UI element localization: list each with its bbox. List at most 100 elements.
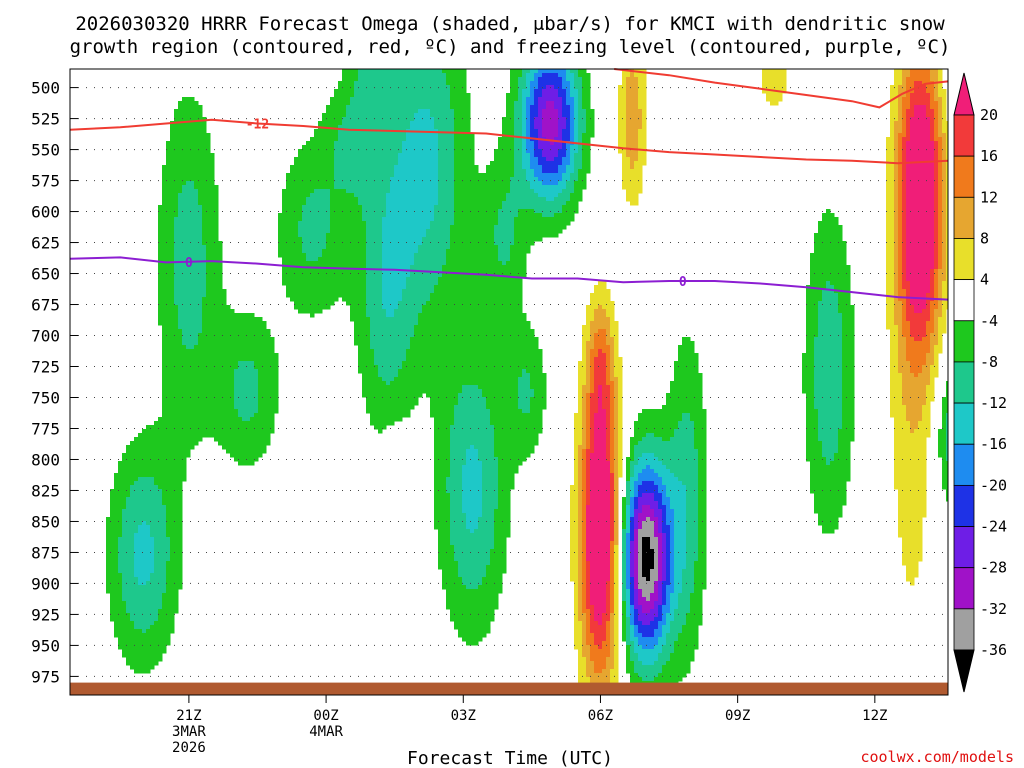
- omega-cell: [458, 161, 463, 166]
- omega-cell: [458, 85, 463, 90]
- omega-cell: [354, 109, 359, 114]
- omega-cell: [478, 269, 483, 274]
- omega-cell: [918, 113, 923, 118]
- omega-cell: [202, 265, 207, 270]
- omega-cell: [922, 77, 927, 82]
- omega-cell: [834, 253, 839, 258]
- omega-cell: [406, 73, 411, 78]
- chart-title-line-2: growth region (contoured, red, ºC) and f…: [70, 36, 951, 58]
- omega-cell: [342, 81, 347, 86]
- omega-cell: [894, 145, 899, 150]
- omega-cell: [526, 185, 531, 190]
- omega-cell: [814, 253, 819, 258]
- omega-cell: [306, 229, 311, 234]
- omega-cell: [578, 165, 583, 170]
- omega-cell: [198, 205, 203, 210]
- omega-cell: [194, 125, 199, 130]
- omega-cell: [630, 81, 635, 86]
- omega-cell: [506, 105, 511, 110]
- omega-cell: [418, 189, 423, 194]
- omega-cell: [382, 157, 387, 162]
- omega-cell: [206, 193, 211, 198]
- omega-cell: [486, 173, 491, 178]
- omega-cell: [942, 261, 947, 266]
- omega-cell: [446, 89, 451, 94]
- omega-cell: [434, 69, 439, 74]
- omega-cell: [578, 169, 583, 174]
- omega-cell: [634, 157, 639, 162]
- omega-cell: [366, 173, 371, 178]
- omega-cell: [502, 189, 507, 194]
- omega-cell: [810, 269, 815, 274]
- omega-cell: [358, 77, 363, 82]
- omega-cell: [630, 141, 635, 146]
- omega-cell: [914, 177, 919, 182]
- omega-cell: [358, 97, 363, 102]
- omega-cell: [486, 193, 491, 198]
- omega-cell: [186, 133, 191, 138]
- omega-cell: [354, 197, 359, 202]
- omega-cell: [922, 165, 927, 170]
- omega-cell: [374, 89, 379, 94]
- omega-cell: [370, 269, 375, 274]
- omega-cell: [566, 221, 571, 226]
- omega-cell: [506, 241, 511, 246]
- omega-cell: [398, 257, 403, 262]
- omega-cell: [558, 137, 563, 142]
- omega-cell: [630, 157, 635, 162]
- omega-cell: [526, 177, 531, 182]
- omega-cell: [566, 205, 571, 210]
- omega-cell: [358, 157, 363, 162]
- omega-cell: [914, 149, 919, 154]
- omega-cell: [558, 97, 563, 102]
- omega-cell: [170, 269, 175, 274]
- omega-cell: [514, 189, 519, 194]
- omega-cell: [542, 213, 547, 218]
- omega-cell: [466, 269, 471, 274]
- omega-cell: [314, 189, 319, 194]
- omega-cell: [434, 121, 439, 126]
- omega-cell: [894, 77, 899, 82]
- omega-cell: [286, 225, 291, 230]
- omega-cell: [634, 129, 639, 134]
- omega-cell: [402, 217, 407, 222]
- omega-cell: [294, 181, 299, 186]
- omega-cell: [402, 117, 407, 122]
- omega-cell: [342, 241, 347, 246]
- omega-cell: [190, 157, 195, 162]
- omega-cell: [314, 213, 319, 218]
- omega-cell: [570, 85, 575, 90]
- omega-cell: [554, 109, 559, 114]
- omega-cell: [510, 73, 515, 78]
- omega-cell: [334, 129, 339, 134]
- omega-cell: [526, 153, 531, 158]
- omega-cell: [838, 265, 843, 270]
- omega-cell: [946, 241, 949, 246]
- omega-cell: [926, 241, 931, 246]
- omega-cell: [562, 177, 567, 182]
- omega-cell: [282, 245, 287, 250]
- omega-cell: [766, 89, 771, 94]
- omega-cell: [918, 253, 923, 258]
- omega-cell: [918, 81, 923, 86]
- omega-cell: [898, 201, 903, 206]
- omega-cell: [446, 97, 451, 102]
- omega-cell: [358, 105, 363, 110]
- omega-cell: [902, 105, 907, 110]
- omega-cell: [370, 245, 375, 250]
- omega-cell: [402, 257, 407, 262]
- omega-cell: [178, 265, 183, 270]
- omega-cell: [162, 261, 167, 266]
- omega-cell: [578, 181, 583, 186]
- omega-cell: [562, 149, 567, 154]
- omega-cell: [570, 109, 575, 114]
- omega-cell: [638, 93, 643, 98]
- omega-cell: [178, 257, 183, 262]
- omega-cell: [346, 81, 351, 86]
- omega-cell: [454, 101, 459, 106]
- omega-cell: [318, 161, 323, 166]
- omega-cell: [190, 137, 195, 142]
- omega-cell: [350, 157, 355, 162]
- omega-cell: [538, 77, 543, 82]
- omega-cell: [894, 93, 899, 98]
